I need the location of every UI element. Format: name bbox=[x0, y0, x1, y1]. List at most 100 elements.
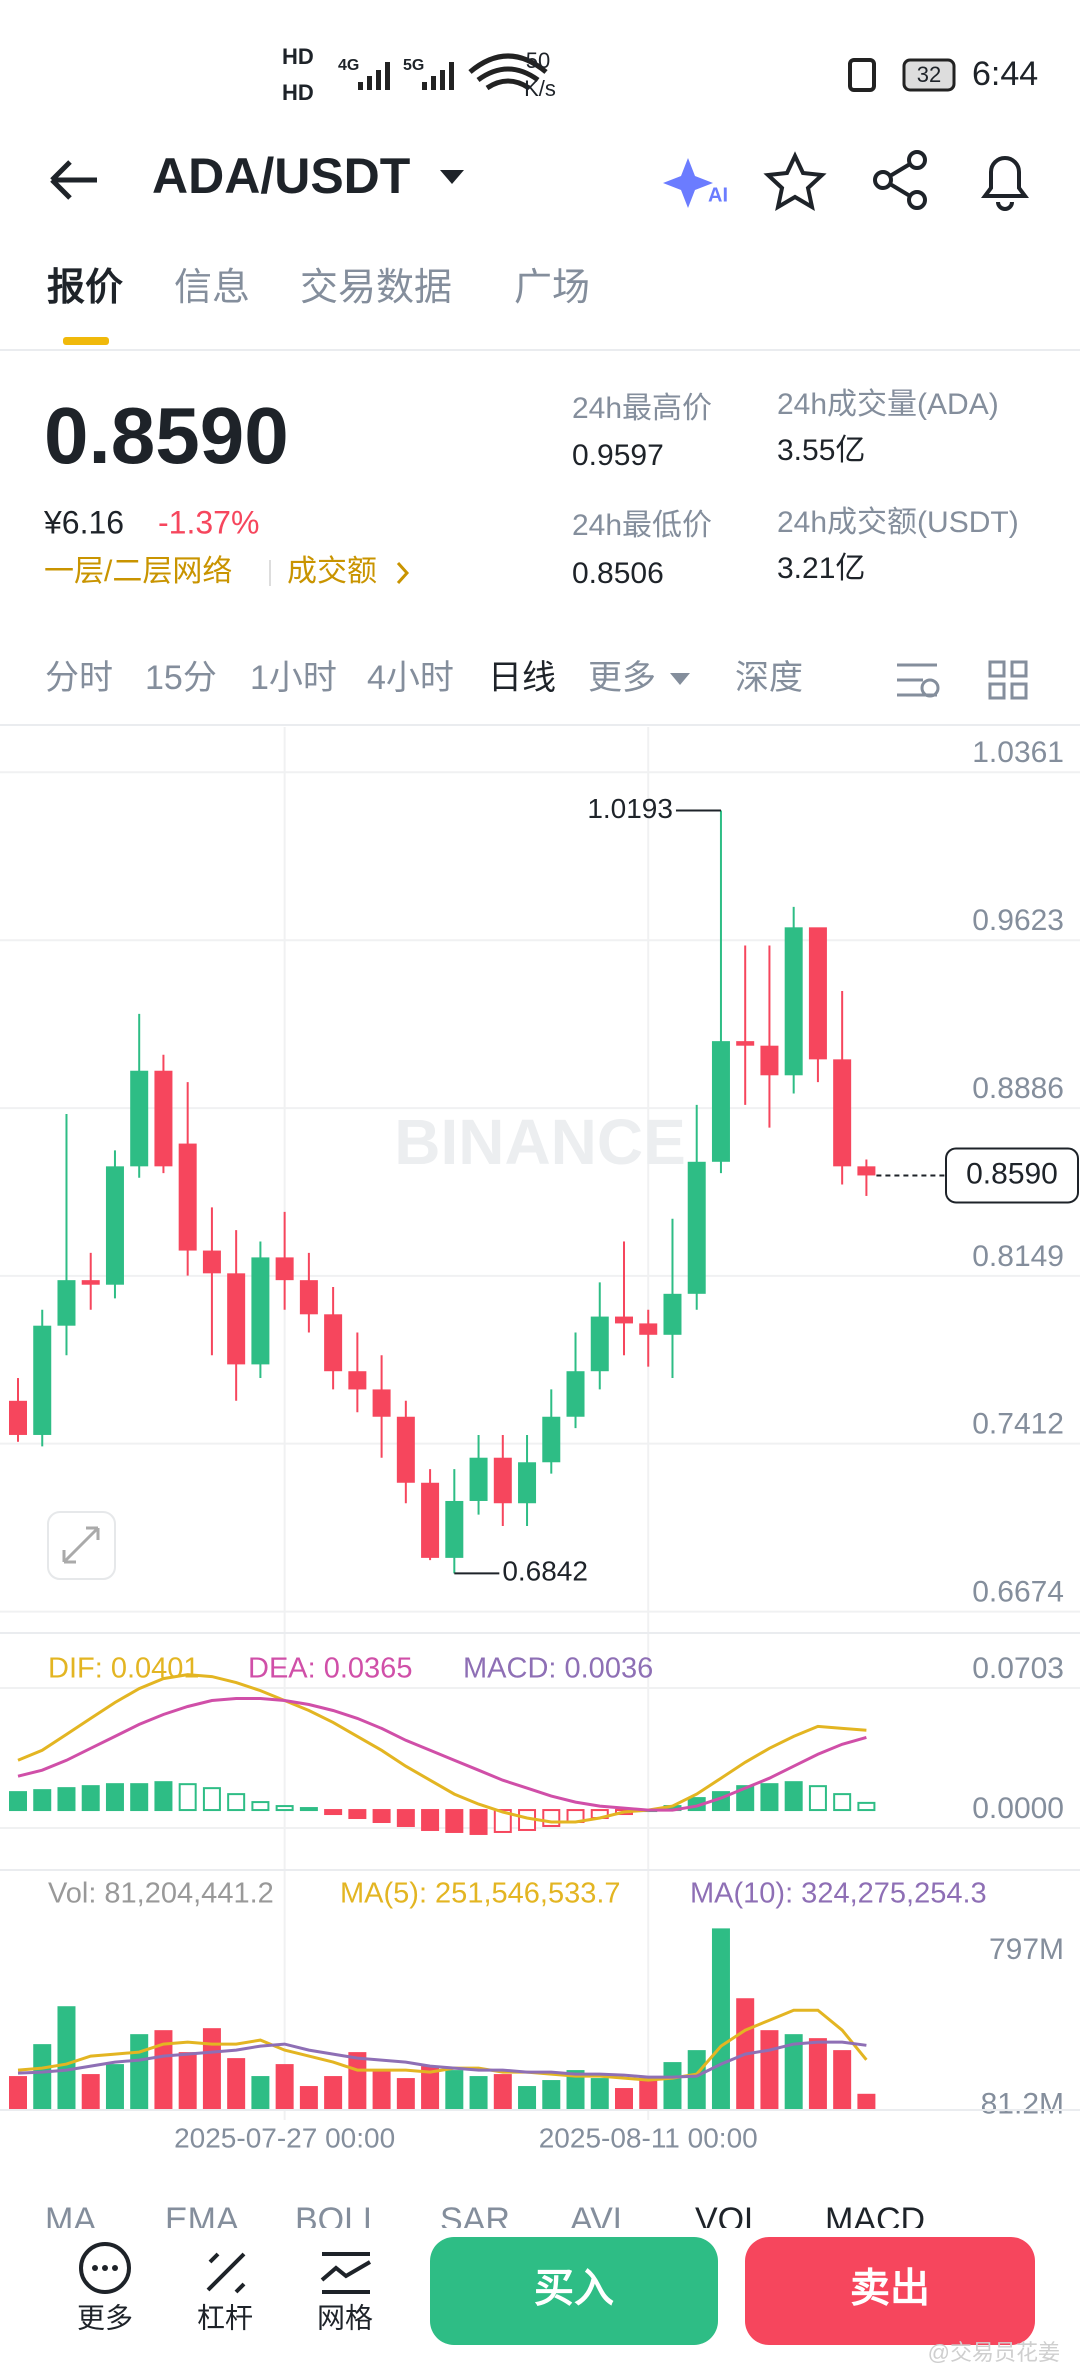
action[interactable]: 更多 bbox=[77, 2302, 133, 2333]
status-bar: HD HD 4G 5G 50 K/s 32 6:44 bbox=[282, 44, 1038, 105]
macd-bar bbox=[421, 1809, 440, 1831]
volume-bar bbox=[154, 2030, 173, 2110]
interval[interactable]: 4小时 bbox=[367, 659, 454, 697]
expand-icon bbox=[62, 1526, 100, 1564]
volume-bar bbox=[324, 2076, 343, 2110]
candle-body bbox=[493, 1457, 512, 1504]
macd-bar bbox=[736, 1785, 755, 1812]
macd-bar bbox=[469, 1809, 488, 1835]
high-annotation: 1.0193 bbox=[587, 793, 673, 824]
vibrate-icon bbox=[848, 58, 876, 92]
macd-bar bbox=[178, 1783, 197, 1812]
volume-bar bbox=[372, 2070, 391, 2110]
macd-bar bbox=[57, 1787, 76, 1812]
macd-bar bbox=[202, 1787, 221, 1812]
volume-bar bbox=[615, 2088, 633, 2110]
tag[interactable]: 一层/二层网络 bbox=[44, 555, 232, 588]
last-price-box bbox=[945, 1147, 1079, 1204]
macd-bar bbox=[154, 1781, 173, 1812]
buy-button[interactable] bbox=[430, 2237, 718, 2345]
volume-label: MA(5): 251,546,533.7 bbox=[340, 1878, 621, 1910]
macd-bar bbox=[760, 1783, 779, 1812]
candle-body bbox=[251, 1257, 270, 1365]
candle-body bbox=[857, 1166, 876, 1176]
x-tick-label: 2025-07-27 00:00 bbox=[174, 2122, 395, 2153]
chart-area: 2025-07-27 00:00 2025-08-11 00:00 1.0361 0.… bbox=[0, 727, 1080, 2153]
favorite-button[interactable] bbox=[763, 151, 827, 212]
buy-label: 买入 bbox=[534, 2267, 614, 2311]
more-dropdown bbox=[670, 673, 690, 685]
share-button[interactable] bbox=[873, 150, 927, 210]
chart-settings-button[interactable] bbox=[897, 663, 940, 698]
macd-label: DEA: 0.0365 bbox=[248, 1653, 412, 1685]
candle-body bbox=[348, 1371, 367, 1390]
macd-bar bbox=[808, 1785, 827, 1812]
y-tick-label: 0.7412 bbox=[972, 1408, 1064, 1441]
battery: 32 bbox=[917, 62, 941, 87]
sim1: HD bbox=[282, 44, 314, 69]
grid-icon bbox=[320, 2252, 372, 2294]
candle-body bbox=[372, 1389, 391, 1417]
tab[interactable]: 报价 bbox=[47, 267, 123, 309]
pair-dropdown[interactable] bbox=[440, 170, 464, 184]
interval[interactable]: 15分 bbox=[145, 659, 217, 697]
pair-title[interactable]: ADA/USDT bbox=[152, 148, 410, 204]
candle-body bbox=[615, 1316, 633, 1324]
macd-bar bbox=[372, 1809, 391, 1824]
back-button[interactable] bbox=[50, 160, 97, 200]
macd-bar bbox=[857, 1801, 876, 1812]
action[interactable]: 杠杆 bbox=[197, 2302, 253, 2333]
action[interactable]: 网格 bbox=[317, 2302, 373, 2333]
interval[interactable]: 1小时 bbox=[250, 659, 337, 697]
volume-bar bbox=[784, 2034, 803, 2110]
watermark: @交易员花姜 bbox=[928, 2340, 1060, 2365]
y-tick-label: 81.2M bbox=[981, 2088, 1064, 2121]
tag[interactable]: 成交额 bbox=[287, 555, 377, 588]
volume-bar bbox=[445, 2070, 464, 2110]
stat-label: 24h最高价 bbox=[572, 392, 712, 425]
volume-bar bbox=[687, 2050, 706, 2110]
candle-body bbox=[784, 927, 803, 1076]
candle-body bbox=[421, 1482, 440, 1558]
alert-button[interactable] bbox=[981, 156, 1029, 211]
indicator-line bbox=[17, 1697, 867, 1812]
interval[interactable]: 分时 bbox=[45, 659, 113, 697]
interval[interactable]: 深度 bbox=[735, 659, 803, 697]
tab[interactable]: 广场 bbox=[514, 267, 590, 309]
layout-button[interactable] bbox=[988, 660, 1028, 700]
tag-arrow bbox=[396, 561, 410, 585]
watermark: BINANCE bbox=[394, 1106, 686, 1178]
volume-bar bbox=[833, 2050, 852, 2110]
tab[interactable]: 交易数据 bbox=[300, 267, 452, 309]
volume-bar bbox=[639, 2076, 658, 2110]
volume-bar bbox=[493, 2074, 512, 2110]
volume-bar bbox=[9, 2076, 27, 2110]
macd-bar bbox=[324, 1809, 343, 1816]
last-price: 0.8590 bbox=[44, 391, 289, 480]
macd-bar bbox=[33, 1789, 52, 1812]
tab[interactable]: 信息 bbox=[174, 267, 250, 309]
leverage-icon bbox=[206, 2252, 246, 2294]
stat-label: 24h成交额(USDT) bbox=[777, 506, 1019, 539]
indicator-line bbox=[17, 2040, 867, 2079]
interval[interactable]: 日线 bbox=[488, 659, 556, 697]
candle-body bbox=[324, 1314, 343, 1372]
dot bbox=[102, 2265, 108, 2271]
macd-label: MACD: 0.0036 bbox=[463, 1653, 653, 1685]
volume-bar bbox=[566, 2070, 585, 2110]
macd-bar bbox=[227, 1793, 246, 1812]
volume-bar bbox=[275, 2064, 294, 2110]
ai-button[interactable] bbox=[663, 158, 713, 208]
interval[interactable]: 更多 bbox=[588, 659, 656, 697]
candle-body bbox=[445, 1500, 464, 1558]
candle-body bbox=[33, 1325, 52, 1435]
volume-bar bbox=[808, 2038, 827, 2110]
volume-bar bbox=[33, 2044, 52, 2110]
macd-bar bbox=[833, 1793, 852, 1812]
candle-body bbox=[590, 1316, 609, 1372]
candle-body bbox=[178, 1143, 197, 1251]
candle-body bbox=[736, 1041, 755, 1046]
candle-body bbox=[299, 1280, 318, 1315]
sell-button[interactable] bbox=[745, 2237, 1035, 2345]
